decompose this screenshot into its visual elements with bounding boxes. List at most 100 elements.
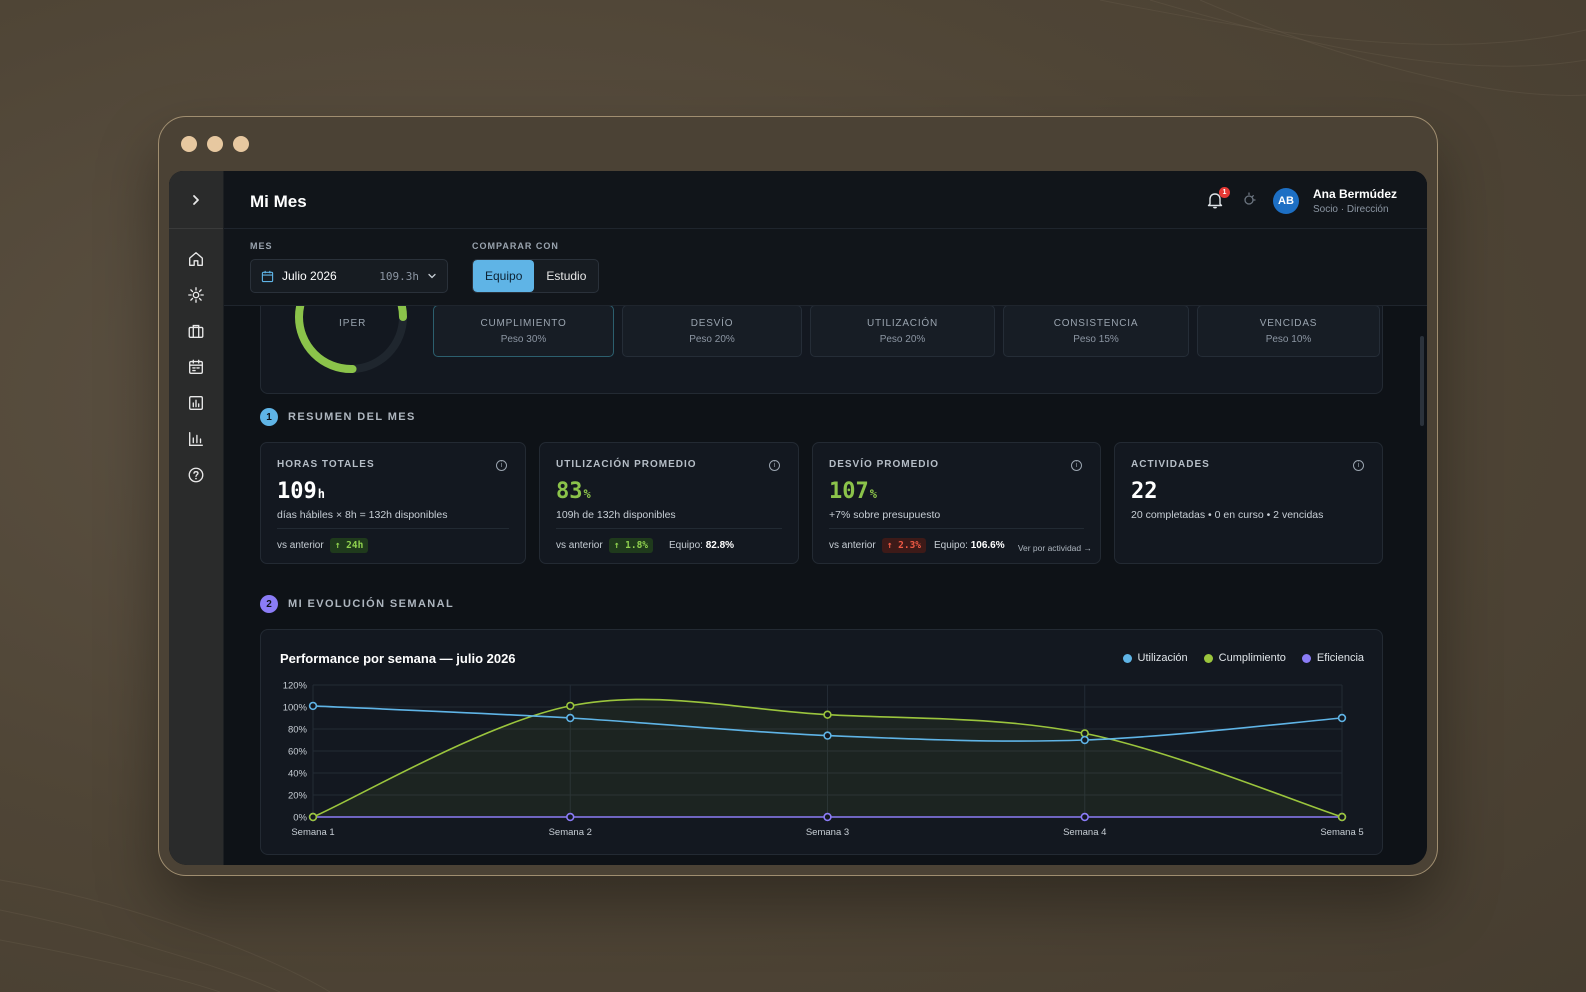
sidebar-item-help[interactable] [186, 465, 206, 485]
score-component[interactable]: VENCIDAS Peso 10% [1197, 306, 1380, 357]
data-point [823, 812, 832, 822]
view-by-activity-link[interactable]: Ver por actividad → [1017, 543, 1092, 553]
team-comparison: Equipo: 106.6% [934, 540, 1005, 551]
legend-item-cumplimiento[interactable]: Cumplimiento [1203, 652, 1286, 664]
user-info[interactable]: Ana Bermúdez Socio · Dirección [1313, 187, 1397, 215]
kpi-card-utilizacion: UTILIZACIÓN PROMEDIO i 83% 109h de 132h … [539, 442, 799, 564]
kpi-label: ACTIVIDADES [1131, 459, 1210, 470]
sidebar [169, 171, 224, 865]
data-point [823, 731, 832, 740]
close-window-button[interactable] [181, 136, 197, 152]
x-tick-label: Semana 3 [806, 827, 849, 838]
kpi-subtext: 109h de 132h disponibles [556, 509, 676, 521]
month-label: MES [250, 241, 273, 251]
chart-legend: Utilización Cumplimiento Eficiencia [1122, 652, 1364, 664]
main-content: IPER CUMPLIMIENTO Peso 30% DESVÍO Peso 2… [224, 306, 1427, 865]
data-point [1080, 735, 1089, 745]
section-number: 1 [260, 408, 278, 426]
data-point [1337, 812, 1347, 822]
sidebar-item-reports[interactable] [186, 393, 206, 413]
home-icon [189, 252, 203, 266]
x-tick-label: Semana 5 [1320, 827, 1363, 838]
notifications-button[interactable]: 1 [1205, 187, 1230, 212]
kpi-label: UTILIZACIÓN PROMEDIO [556, 459, 697, 470]
kpi-card-desvio: DESVÍO PROMEDIO i 107% +7% sobre presupu… [812, 442, 1101, 564]
maximize-window-button[interactable] [233, 136, 249, 152]
data-point [308, 812, 318, 822]
section-header-resumen: 1 RESUMEN DEL MES [260, 408, 416, 426]
component-weight: Peso 15% [1073, 334, 1119, 345]
score-component[interactable]: UTILIZACIÓN Peso 20% [810, 306, 995, 357]
app-frame: Mi Mes 1 AB Ana Bermúdez Socio · Direcci… [169, 171, 1427, 865]
data-point [308, 701, 318, 711]
avatar[interactable]: AB [1272, 188, 1299, 214]
y-tick-label: 20% [288, 791, 308, 802]
data-point [566, 812, 575, 822]
compare-option-estudio[interactable]: Estudio [546, 269, 587, 283]
score-ring-label: IPER [339, 318, 367, 329]
section-title: MI EVOLUCIÓN SEMANAL [288, 598, 455, 610]
bell-icon [1207, 193, 1223, 209]
info-icon[interactable]: i [769, 460, 780, 471]
data-point [1337, 713, 1347, 723]
kpi-value: 22 [1131, 479, 1158, 504]
compare-option-equipo[interactable]: Equipo [473, 260, 535, 292]
sidebar-toggle[interactable] [169, 171, 223, 229]
y-tick-label: 80% [288, 725, 308, 736]
component-weight: Peso 10% [1265, 334, 1312, 345]
legend-item-utilizacion[interactable]: Utilización [1122, 652, 1188, 664]
info-icon[interactable]: i [496, 460, 507, 471]
sidebar-item-analytics[interactable] [186, 429, 206, 449]
component-name: DESVÍO [690, 318, 734, 329]
legend-item-eficiencia[interactable]: Eficiencia [1301, 652, 1364, 664]
sidebar-item-home[interactable] [186, 249, 206, 269]
x-tick-label: Semana 4 [1063, 827, 1106, 838]
y-tick-label: 100% [283, 703, 308, 714]
info-icon[interactable]: i [1071, 460, 1082, 471]
x-tick-label: Semana 2 [549, 827, 592, 838]
data-point [823, 710, 832, 719]
kpi-comparison: vs anterior ↑ 1.8% Equipo: 82.8% [556, 538, 735, 553]
score-component[interactable]: CONSISTENCIA Peso 15% [1003, 306, 1189, 357]
minimize-window-button[interactable] [207, 136, 223, 152]
section-number: 2 [260, 595, 278, 613]
sidebar-item-portfolio[interactable] [186, 321, 206, 341]
score-component[interactable]: CUMPLIMIENTO Peso 30% [433, 306, 614, 357]
delta-badge: ↑ 24h [329, 538, 369, 553]
calendar-icon [189, 359, 203, 374]
kpi-subtext: días hábiles × 8h = 132h disponibles [277, 509, 448, 521]
section-title: RESUMEN DEL MES [288, 411, 416, 423]
theme-toggle-button[interactable] [1241, 190, 1259, 213]
score-card: IPER CUMPLIMIENTO Peso 30% DESVÍO Peso 2… [260, 306, 1383, 394]
compare-label: COMPARAR CON [472, 241, 559, 251]
gear-icon [188, 287, 204, 303]
kpi-card-horas: HORAS TOTALES i 109h días hábiles × 8h =… [260, 442, 526, 564]
chevron-right-icon [193, 194, 199, 205]
top-bar: Mi Mes 1 AB Ana Bermúdez Socio · Direcci… [224, 171, 1427, 229]
score-component[interactable]: DESVÍO Peso 20% [622, 306, 802, 357]
scrollbar[interactable] [1420, 336, 1424, 426]
month-select[interactable]: Julio 2026 109.3h [250, 259, 448, 293]
performance-chart: 0% 20% 40% 60% 80% 100% 120% Semana 1 Semana 2 Se… [283, 681, 1364, 839]
sidebar-item-settings[interactable] [186, 285, 206, 305]
kpi-label: HORAS TOTALES [277, 459, 375, 470]
chart-title: Performance por semana — julio 2026 [280, 651, 516, 666]
x-tick-label: Semana 1 [291, 827, 334, 838]
delta-badge: ↑ 2.3% [881, 538, 927, 553]
window-controls [181, 136, 249, 152]
kpi-value: 109h [277, 479, 325, 504]
user-role: Socio · Dirección [1312, 204, 1389, 215]
kpi-subtext: 20 completadas • 0 en curso • 2 vencidas [1131, 509, 1324, 521]
info-icon[interactable]: i [1353, 460, 1364, 471]
compare-toggle: Equipo Estudio [472, 259, 600, 293]
y-tick-label: 0% [293, 813, 307, 824]
y-tick-label: 60% [288, 747, 308, 758]
sidebar-item-calendar[interactable] [186, 357, 206, 377]
score-ring [295, 306, 407, 373]
data-point [1080, 812, 1089, 822]
help-icon [188, 467, 204, 483]
kpi-comparison: vs anterior ↑ 2.3% Equipo: 106.6% [829, 538, 1005, 553]
component-name: CONSISTENCIA [1053, 318, 1139, 329]
kpi-comparison: vs anterior ↑ 24h [277, 538, 509, 553]
data-point [1080, 729, 1089, 738]
